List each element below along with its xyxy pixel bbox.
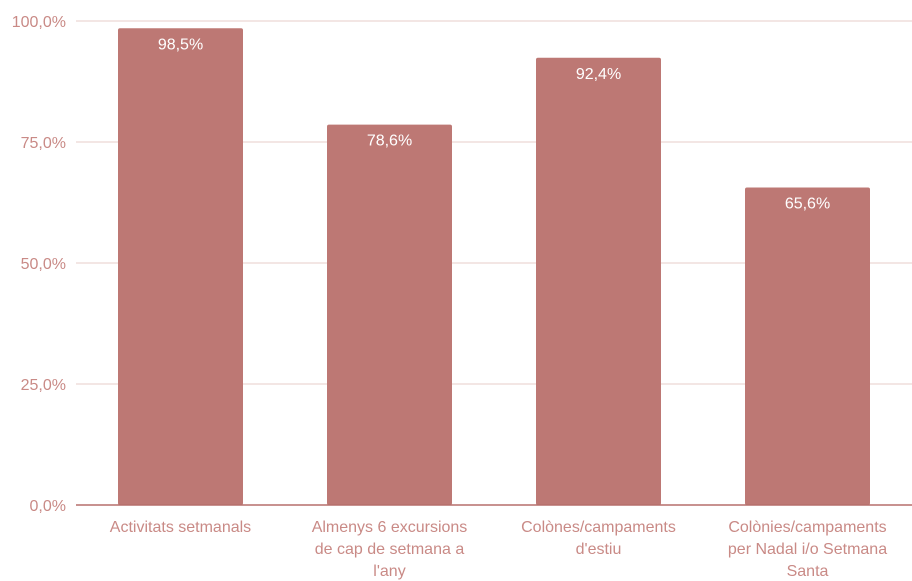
x-tick-label-line: Colònies/campaments — [728, 519, 886, 536]
y-tick-label: 25,0% — [21, 377, 66, 394]
y-tick-label: 100,0% — [12, 14, 66, 31]
y-tick-label: 50,0% — [21, 256, 66, 273]
y-tick-label: 0,0% — [30, 498, 66, 515]
x-tick-label-line: Santa — [787, 563, 829, 580]
x-tick-label: Activitats setmanals — [110, 519, 251, 536]
data-labels: 98,5% 78,6% 92,4% 65,6% — [158, 36, 830, 212]
bars — [118, 28, 870, 506]
bar — [536, 57, 661, 506]
x-tick-label-line: d'estiu — [576, 541, 622, 558]
data-label: 65,6% — [785, 195, 830, 212]
y-axis-ticks: 0,0% 25,0% 50,0% 75,0% 100,0% — [12, 14, 66, 515]
x-tick-label-line: Activitats setmanals — [110, 519, 251, 536]
bar — [745, 187, 870, 505]
x-tick-label-line: Colònes/campaments — [521, 519, 676, 536]
data-label: 92,4% — [576, 66, 621, 83]
x-tick-label: Colònes/campaments d'estiu — [521, 519, 676, 558]
x-tick-label-line: de cap de setmana a — [315, 541, 465, 558]
x-tick-label: Almenys 6 excursions de cap de setmana a l… — [312, 519, 468, 580]
bar — [327, 124, 452, 506]
data-label: 78,6% — [367, 133, 412, 150]
x-tick-label-line: per Nadal i/o Setmana — [728, 541, 887, 558]
x-tick-label-line: Almenys 6 excursions — [312, 519, 468, 536]
x-tick-label: Colònies/campaments per Nadal i/o Setmana… — [728, 519, 887, 580]
x-axis-ticks: Activitats setmanals Almenys 6 excursions… — [110, 519, 887, 580]
x-tick-label-line: l'any — [373, 563, 405, 580]
bar — [118, 28, 243, 505]
y-tick-label: 75,0% — [21, 135, 66, 152]
data-label: 98,5% — [158, 36, 203, 53]
